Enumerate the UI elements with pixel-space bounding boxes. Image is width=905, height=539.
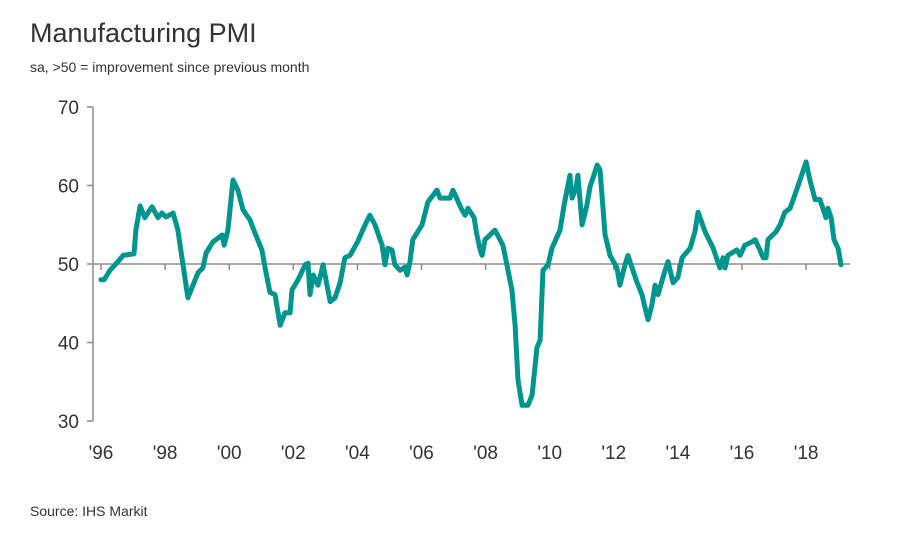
y-tick-label: 50: [58, 255, 79, 276]
y-tick-label: 40: [58, 334, 79, 355]
x-tick-label: '02: [281, 443, 306, 464]
y-tick-label: 60: [58, 177, 79, 198]
x-tick-label: '12: [601, 443, 626, 464]
x-tick-label: '04: [345, 443, 370, 464]
source-note: Source: IHS Markit: [30, 503, 148, 519]
chart-subtitle: sa, >50 = improvement since previous mon…: [30, 59, 310, 75]
x-tick-label: '98: [153, 443, 178, 464]
pmi-series-line: [98, 159, 844, 408]
x-tick-label: '00: [217, 443, 242, 464]
x-tick-label: '06: [409, 443, 434, 464]
x-tick-label: '10: [537, 443, 562, 464]
x-tick-label: '08: [473, 443, 498, 464]
x-tick-label: '96: [89, 443, 114, 464]
chart-title: Manufacturing PMI: [30, 18, 257, 48]
x-tick-label: '14: [666, 443, 691, 464]
y-tick-label: 70: [58, 98, 79, 119]
y-tick-label: 30: [58, 412, 79, 433]
x-tick-label: '16: [730, 443, 755, 464]
x-tick-label: '18: [794, 443, 819, 464]
